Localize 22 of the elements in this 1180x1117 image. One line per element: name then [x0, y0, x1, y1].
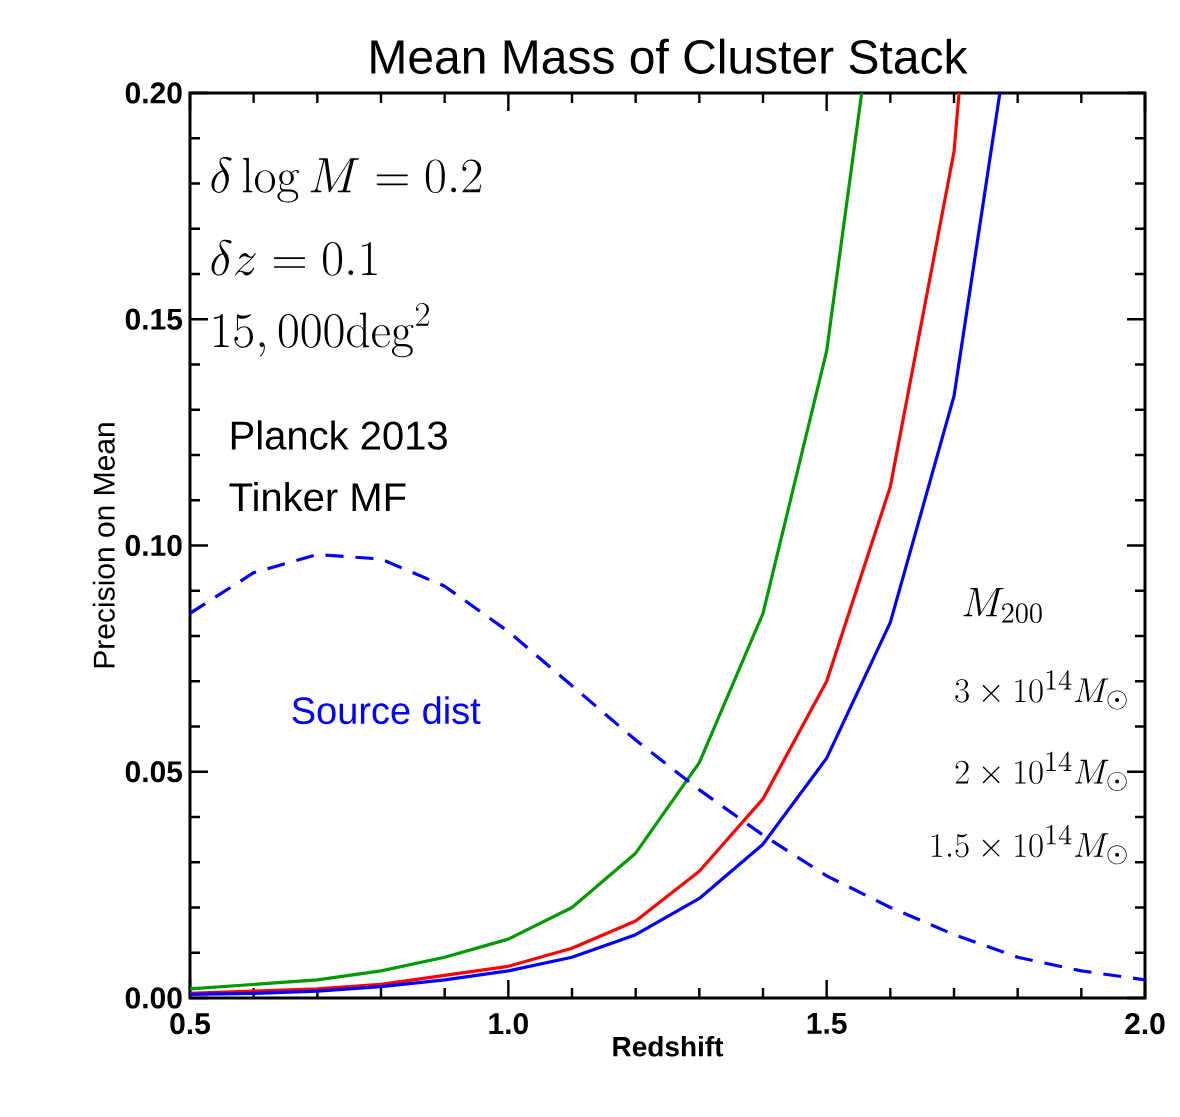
y-tick-label: 0.00: [125, 987, 182, 1009]
x-tick-label: 1.5: [807, 1013, 847, 1034]
y-tick-label: 0.15: [125, 308, 183, 330]
x-axis-title: Redshift: [613, 1036, 724, 1057]
annotation: $2\times 10^{14}M_\odot$: [955, 751, 1127, 792]
y-tick-label: 0.10: [125, 534, 182, 557]
x-tick-label: 0.5: [170, 1013, 211, 1035]
annotation: $1.5\times 10^{14}M_\odot$: [931, 824, 1127, 865]
annotation: $3\times 10^{14}M_\odot$: [955, 670, 1127, 710]
x-tick-label: 1.0: [489, 1013, 528, 1035]
y-tick-label: 0.20: [125, 82, 182, 104]
y-tick-label: 0.05: [125, 761, 183, 783]
annotation: $\delta z = 0.1$: [211, 239, 377, 276]
annotation: Tinker MF: [229, 481, 406, 512]
series-label: Source dist: [292, 696, 481, 725]
legend-title: $M_{200}$: [963, 587, 1042, 624]
annotation: $\delta\log M = 0.2$: [211, 156, 482, 203]
annotation: Planck 2013: [231, 420, 447, 450]
x-tick-label: 2.0: [1125, 1013, 1165, 1035]
annotation: $15,000\mathrm{deg}^2$: [213, 302, 429, 358]
chart-title: Mean Mass of Cluster Stack: [371, 38, 968, 74]
y-axis-title: Precision on Mean: [92, 423, 115, 668]
